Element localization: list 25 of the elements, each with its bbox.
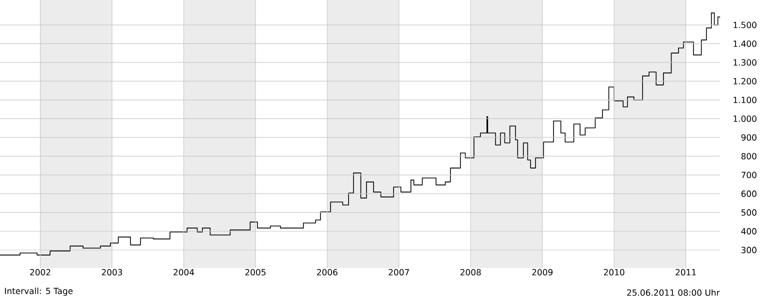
- x-tick-label: 2003: [102, 269, 122, 276]
- y-tick-label: 1.400: [734, 40, 756, 47]
- x-tick-label: 2011: [676, 269, 696, 276]
- y-tick-label: 600: [741, 190, 756, 197]
- y-tick-label: 400: [741, 228, 756, 234]
- x-tick-label: 2009: [532, 269, 553, 276]
- y-tick-label: 700: [742, 172, 756, 178]
- y-tick-label: 1.500: [734, 22, 756, 28]
- text: 25.06.2011 08:00 Uhr: [627, 289, 720, 296]
- y-tick-label: 800: [741, 153, 756, 160]
- x-tick-label: 2004: [174, 269, 194, 276]
- x-tick-label: 2007: [388, 269, 409, 276]
- y-tick-label: 1.200: [734, 78, 756, 84]
- x-tick-label: 2002: [30, 269, 50, 276]
- x-tick-label: 2008: [460, 269, 481, 276]
- text: Intervall: 5 Tage: [5, 288, 73, 296]
- y-tick-label: 1.300: [734, 59, 756, 66]
- x-tick-label: 2010: [604, 269, 624, 276]
- x-tick-label: 2005: [245, 269, 266, 276]
- x-tick-label: 2006: [317, 269, 338, 276]
- y-tick-label: 1.000: [734, 116, 756, 122]
- y-tick-label: 300: [741, 246, 756, 254]
- y-tick-label: 900: [741, 134, 756, 141]
- y-tick-label: 1.100: [734, 96, 756, 104]
- y-tick-label: 500: [741, 209, 756, 216]
